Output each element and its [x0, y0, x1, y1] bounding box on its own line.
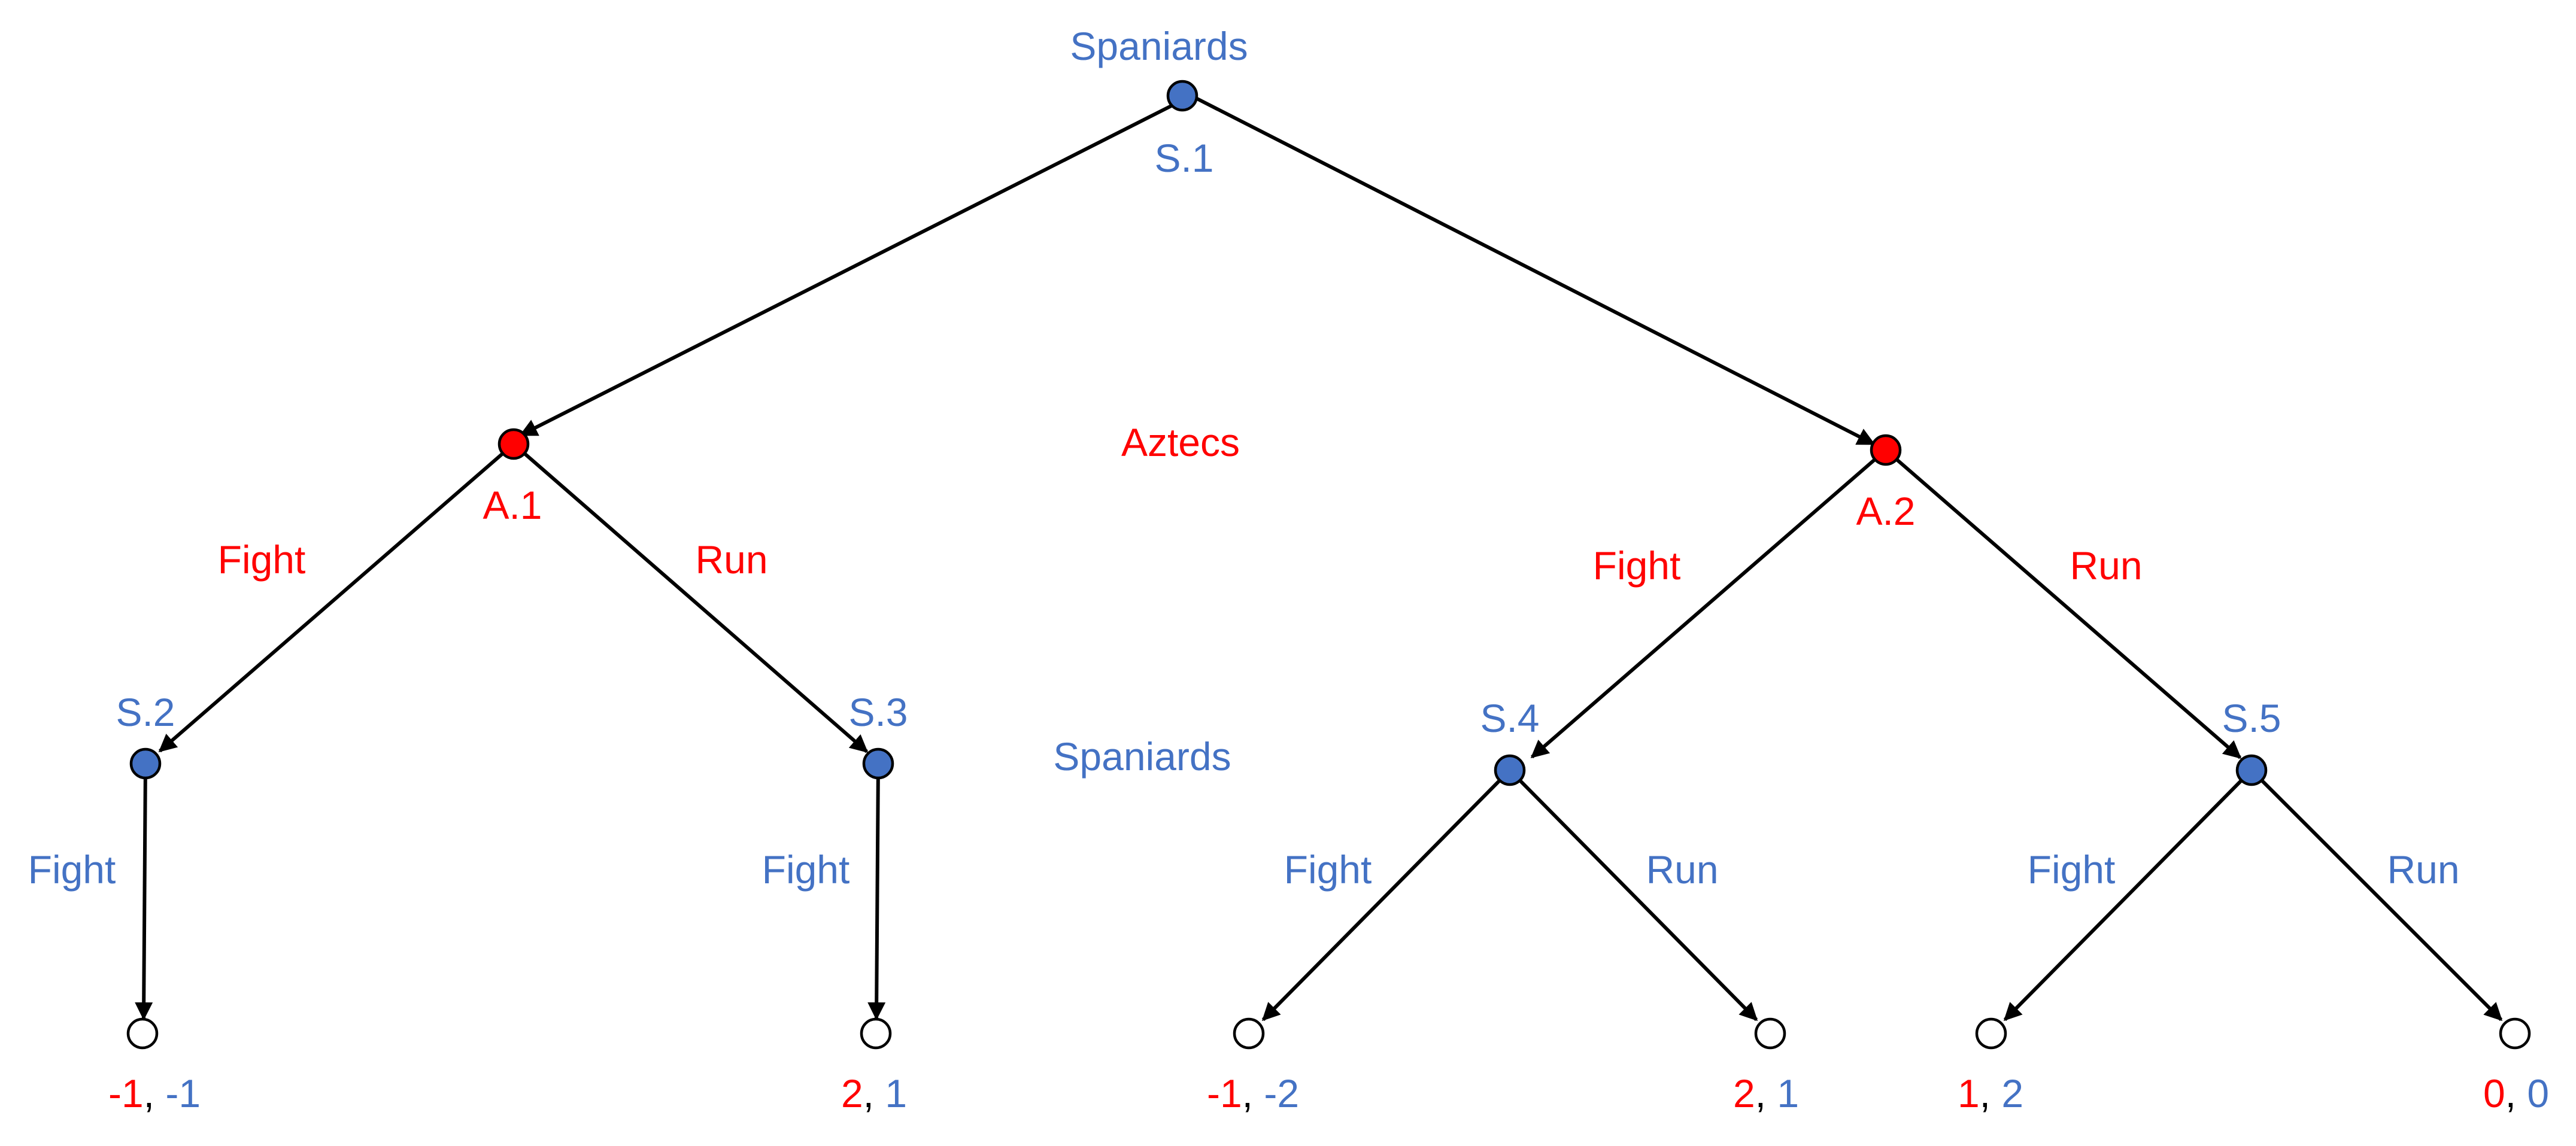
terminal-node-5	[1975, 1017, 2007, 1050]
node-label-s1: S.1	[1154, 136, 1213, 180]
payoff-4-separator: ,	[1755, 1071, 1777, 1115]
node-s4	[1494, 754, 1526, 786]
node-a1	[497, 428, 530, 460]
node-s2	[129, 747, 162, 780]
edge-s2-terminal-1	[135, 763, 153, 1020]
payoff-2: 2, 1	[841, 1071, 907, 1115]
action-label-a1-run: Run	[695, 537, 767, 582]
player-label-aztecs: Aztecs	[1121, 420, 1240, 464]
action-label-s4-run: Run	[1646, 847, 1718, 892]
node-label-s2: S.2	[116, 690, 175, 734]
payoff-4: 2, 1	[1733, 1071, 1799, 1115]
edge-s1-a1	[519, 94, 1193, 437]
terminal-node-2	[860, 1017, 892, 1050]
edge-a1-s2	[158, 442, 515, 753]
payoff-1: -1, -1	[108, 1071, 201, 1115]
node-label-a1: A.1	[483, 483, 542, 527]
edge-s3-terminal-2	[867, 763, 886, 1020]
payoff-3-aztecs: -1	[1207, 1071, 1242, 1115]
payoff-1-aztecs: -1	[108, 1071, 144, 1115]
node-label-s5: S.5	[2222, 696, 2281, 740]
edge-s4-terminal-3	[1261, 768, 1512, 1022]
node-s3	[862, 747, 894, 780]
payoff-6-separator: ,	[2505, 1071, 2528, 1115]
payoff-3-spaniards: -2	[1264, 1071, 1299, 1115]
payoff-2-separator: ,	[863, 1071, 885, 1115]
payoff-4-spaniards: 1	[1777, 1071, 1799, 1115]
terminal-node-6	[2499, 1017, 2531, 1050]
edge-s4-terminal-4	[1508, 768, 1758, 1022]
payoff-5-aztecs: 1	[1958, 1071, 1980, 1115]
player-label-spaniards-top: Spaniards	[1070, 24, 1248, 68]
terminal-node-4	[1754, 1017, 1786, 1050]
node-label-a2: A.2	[1856, 489, 1915, 533]
edge-s5-terminal-6	[2250, 768, 2503, 1022]
edge-s1-a2	[1190, 94, 1876, 446]
action-label-s5-run: Run	[2387, 847, 2459, 892]
payoff-6-spaniards: 0	[2527, 1071, 2549, 1115]
payoff-5-spaniards: 2	[2001, 1071, 2023, 1115]
node-label-s4: S.4	[1480, 696, 1539, 740]
action-label-s5-fight: Fight	[2028, 847, 2116, 892]
payoff-6-aztecs: 0	[2483, 1071, 2505, 1115]
action-label-s4-fight: Fight	[1284, 847, 1372, 892]
edge-a2-s5	[1885, 448, 2242, 759]
payoff-2-spaniards: 1	[885, 1071, 907, 1115]
payoff-4-aztecs: 2	[1733, 1071, 1755, 1115]
terminal-node-3	[1233, 1017, 1265, 1050]
action-label-a2-fight: Fight	[1593, 543, 1681, 588]
player-label-spaniards-bottom: Spaniards	[1053, 734, 1231, 779]
payoff-5: 1, 2	[1958, 1071, 2023, 1115]
action-label-s2-fight: Fight	[28, 847, 116, 892]
node-a2	[1870, 434, 1902, 466]
node-s5	[2235, 754, 2268, 786]
payoff-1-spaniards: -1	[165, 1071, 201, 1115]
payoff-6: 0, 0	[2483, 1071, 2549, 1115]
edge-a1-s3	[512, 442, 869, 753]
payoff-1-separator: ,	[144, 1071, 166, 1115]
node-s1	[1166, 80, 1199, 112]
payoff-3-separator: ,	[1242, 1071, 1264, 1115]
payoff-2-aztecs: 2	[841, 1071, 863, 1115]
action-label-a1-fight: Fight	[218, 537, 306, 582]
edge-s5-terminal-5	[2003, 768, 2253, 1022]
node-label-s3: S.3	[848, 690, 908, 734]
payoff-5-separator: ,	[1980, 1071, 2002, 1115]
edge-a2-s4	[1530, 448, 1887, 759]
terminal-node-1	[126, 1017, 159, 1050]
payoff-3: -1, -2	[1207, 1071, 1299, 1115]
action-label-s3-fight: Fight	[762, 847, 850, 892]
action-label-a2-run: Run	[2070, 543, 2142, 588]
